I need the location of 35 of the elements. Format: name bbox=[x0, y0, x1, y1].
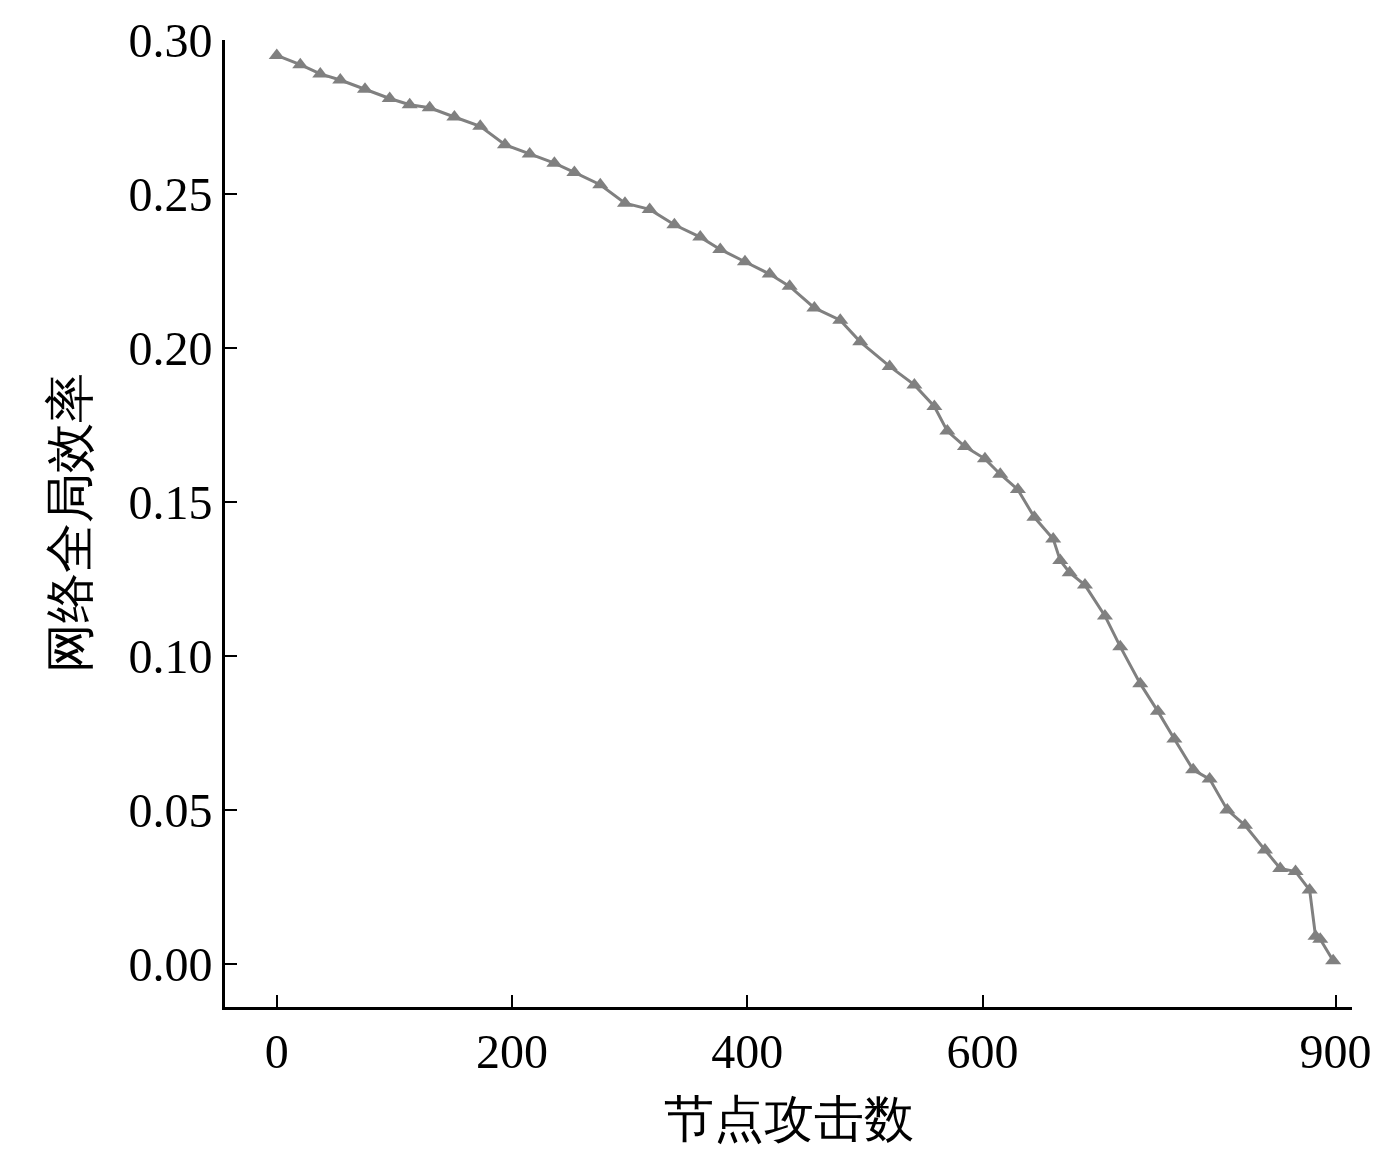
x-tick-label: 200 bbox=[476, 1024, 549, 1078]
point bbox=[852, 334, 869, 346]
point bbox=[806, 300, 823, 312]
point bbox=[1112, 639, 1129, 651]
point bbox=[1219, 802, 1236, 814]
point bbox=[446, 109, 463, 121]
y-tick-label: 0.00 bbox=[128, 937, 213, 991]
point bbox=[906, 377, 923, 389]
point bbox=[421, 100, 438, 112]
point bbox=[1045, 531, 1062, 543]
point bbox=[381, 91, 398, 103]
y-tick-label: 0.20 bbox=[128, 321, 213, 375]
y-tick-label: 0.25 bbox=[128, 167, 213, 221]
point bbox=[1325, 953, 1342, 965]
point bbox=[401, 97, 418, 109]
point bbox=[1009, 482, 1026, 494]
x-axis-title: 节点攻击数 bbox=[663, 1091, 914, 1148]
point bbox=[592, 177, 609, 189]
point bbox=[1185, 762, 1202, 774]
y-axis-title: 网络全局效率 bbox=[42, 373, 99, 674]
point bbox=[292, 57, 309, 69]
y-tick-label: 0.10 bbox=[128, 629, 213, 683]
point bbox=[1061, 565, 1078, 577]
x-tick-label: 900 bbox=[1299, 1024, 1372, 1078]
point bbox=[1132, 676, 1149, 688]
y-tick-label: 0.05 bbox=[128, 783, 213, 837]
y-tick-label: 0.30 bbox=[128, 13, 213, 67]
y-tick-label: 0.15 bbox=[128, 475, 213, 529]
point bbox=[521, 146, 538, 158]
point bbox=[1301, 882, 1318, 894]
point bbox=[312, 66, 329, 78]
x-tick-label: 600 bbox=[946, 1024, 1019, 1078]
x-tick-label: 400 bbox=[711, 1024, 784, 1078]
point bbox=[666, 217, 683, 229]
x-tick-label: 0 bbox=[264, 1024, 289, 1078]
